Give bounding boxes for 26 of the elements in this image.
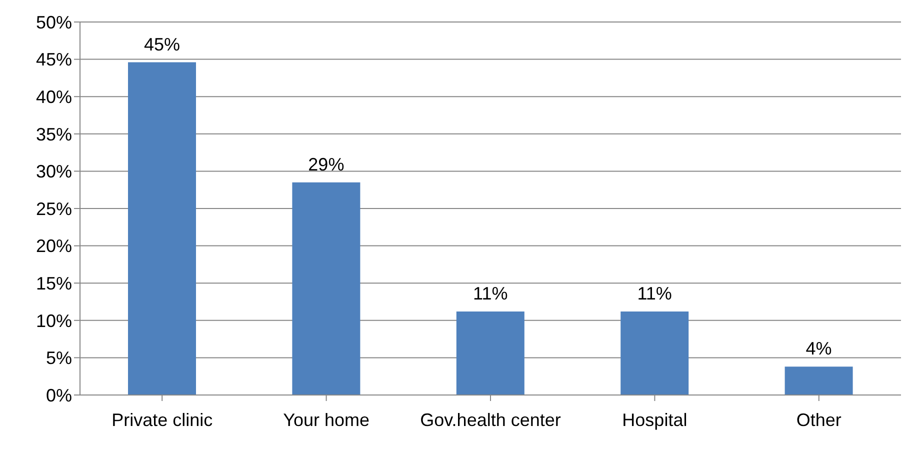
- y-tick-label: 50%: [36, 12, 72, 32]
- y-tick-label: 5%: [46, 348, 72, 368]
- data-label: 4%: [806, 338, 832, 359]
- y-tick-label: 25%: [36, 198, 72, 219]
- bar: [784, 366, 853, 395]
- y-tick-label: 10%: [36, 310, 72, 331]
- y-tick-label: 40%: [36, 86, 72, 107]
- bar: [620, 311, 689, 395]
- y-tick-label: 30%: [36, 162, 72, 182]
- bar: [292, 182, 360, 395]
- data-label: 11%: [637, 283, 672, 304]
- x-tick-label: Hospital: [622, 410, 688, 430]
- data-label: 29%: [308, 154, 344, 174]
- y-tick-label: 15%: [36, 273, 72, 294]
- x-tick-label: Other: [796, 410, 842, 430]
- bar: [128, 62, 196, 395]
- y-tick-label: 20%: [36, 236, 72, 256]
- y-tick-label: 35%: [36, 124, 72, 144]
- x-tick-label: Private clinic: [112, 410, 213, 430]
- bar: [456, 311, 524, 395]
- x-tick-label: Gov.health center: [420, 410, 561, 430]
- y-tick-label: 0%: [46, 385, 72, 406]
- data-label: 45%: [144, 34, 180, 54]
- data-label: 11%: [473, 283, 508, 304]
- y-tick-label: 45%: [36, 50, 72, 70]
- x-tick-label: Your home: [283, 410, 370, 430]
